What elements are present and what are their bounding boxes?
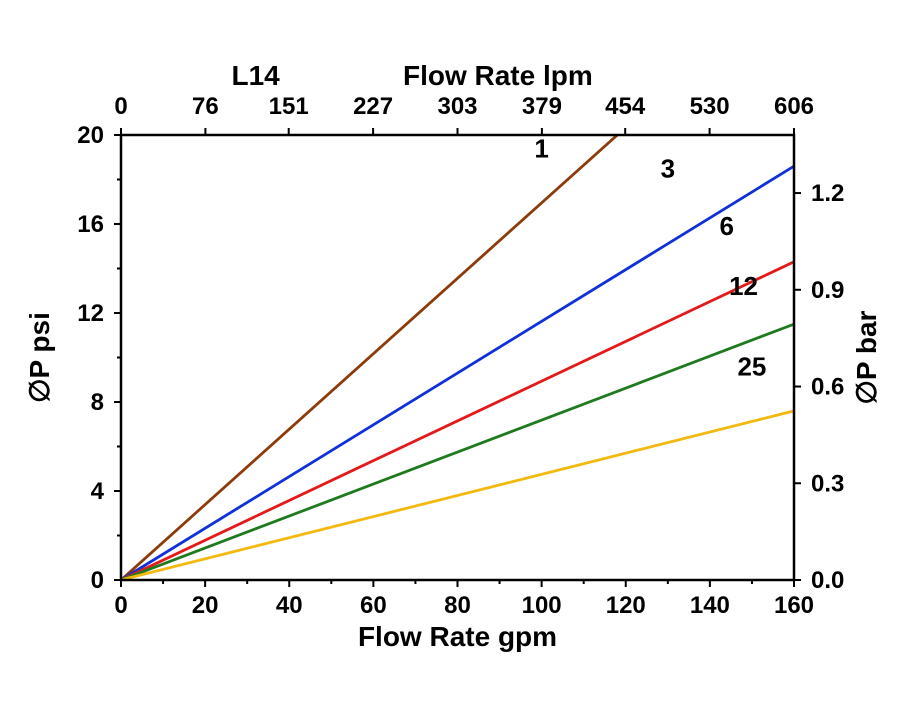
y-tick-label: 8 (91, 389, 104, 416)
y-axis-title: ∅P psi (24, 312, 55, 403)
y2-axis-title: ∅P bar (851, 310, 882, 404)
series-label-s3: 3 (661, 153, 675, 183)
y2-tick-label: 0.3 (811, 470, 844, 497)
y2-tick-label: 0.0 (811, 567, 844, 594)
x2-tick-label: 76 (192, 93, 219, 120)
y2-tick-label: 1.2 (811, 180, 844, 207)
x2-tick-label: 606 (774, 93, 814, 120)
x2-tick-label: 227 (353, 93, 393, 120)
chart-root: 020406080100120140160Flow Rate gpm076151… (0, 0, 908, 702)
x-tick-label: 60 (360, 592, 387, 619)
model-label: L14 (231, 60, 280, 91)
y-tick-label: 20 (77, 122, 104, 149)
y2-tick-label: 0.6 (811, 374, 844, 401)
x-axis-title: Flow Rate gpm (358, 621, 557, 652)
x2-tick-label: 151 (269, 93, 309, 120)
x2-tick-label: 379 (522, 93, 562, 120)
x2-tick-label: 530 (690, 93, 730, 120)
series-label-s25: 25 (737, 351, 766, 381)
x-tick-label: 100 (522, 592, 562, 619)
x2-axis-title: Flow Rate lpm (403, 60, 593, 91)
x-tick-label: 140 (690, 592, 730, 619)
x-tick-label: 120 (606, 592, 646, 619)
y-tick-label: 4 (91, 478, 105, 505)
x2-tick-label: 303 (437, 93, 477, 120)
x-tick-label: 40 (276, 592, 303, 619)
series-label-s1: 1 (534, 133, 548, 163)
y-tick-label: 12 (77, 300, 104, 327)
chart-svg: 020406080100120140160Flow Rate gpm076151… (0, 0, 908, 702)
x-tick-label: 80 (444, 592, 471, 619)
x-tick-label: 0 (114, 592, 127, 619)
series-label-s6: 6 (719, 211, 733, 241)
y-tick-label: 16 (77, 211, 104, 238)
y2-tick-label: 0.9 (811, 277, 844, 304)
series-label-s12: 12 (729, 271, 758, 301)
x2-tick-label: 0 (114, 93, 127, 120)
x-tick-label: 160 (774, 592, 814, 619)
x2-tick-label: 454 (605, 93, 646, 120)
x-tick-label: 20 (192, 592, 219, 619)
y-tick-label: 0 (91, 567, 104, 594)
